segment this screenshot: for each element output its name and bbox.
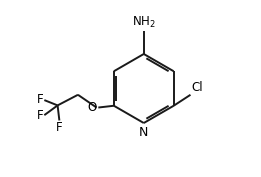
- Text: N: N: [139, 126, 149, 139]
- Text: Cl: Cl: [191, 81, 203, 94]
- Text: NH$_2$: NH$_2$: [132, 15, 156, 30]
- Text: O: O: [87, 101, 97, 114]
- Text: F: F: [56, 121, 63, 134]
- Text: F: F: [37, 109, 44, 122]
- Text: F: F: [37, 93, 44, 106]
